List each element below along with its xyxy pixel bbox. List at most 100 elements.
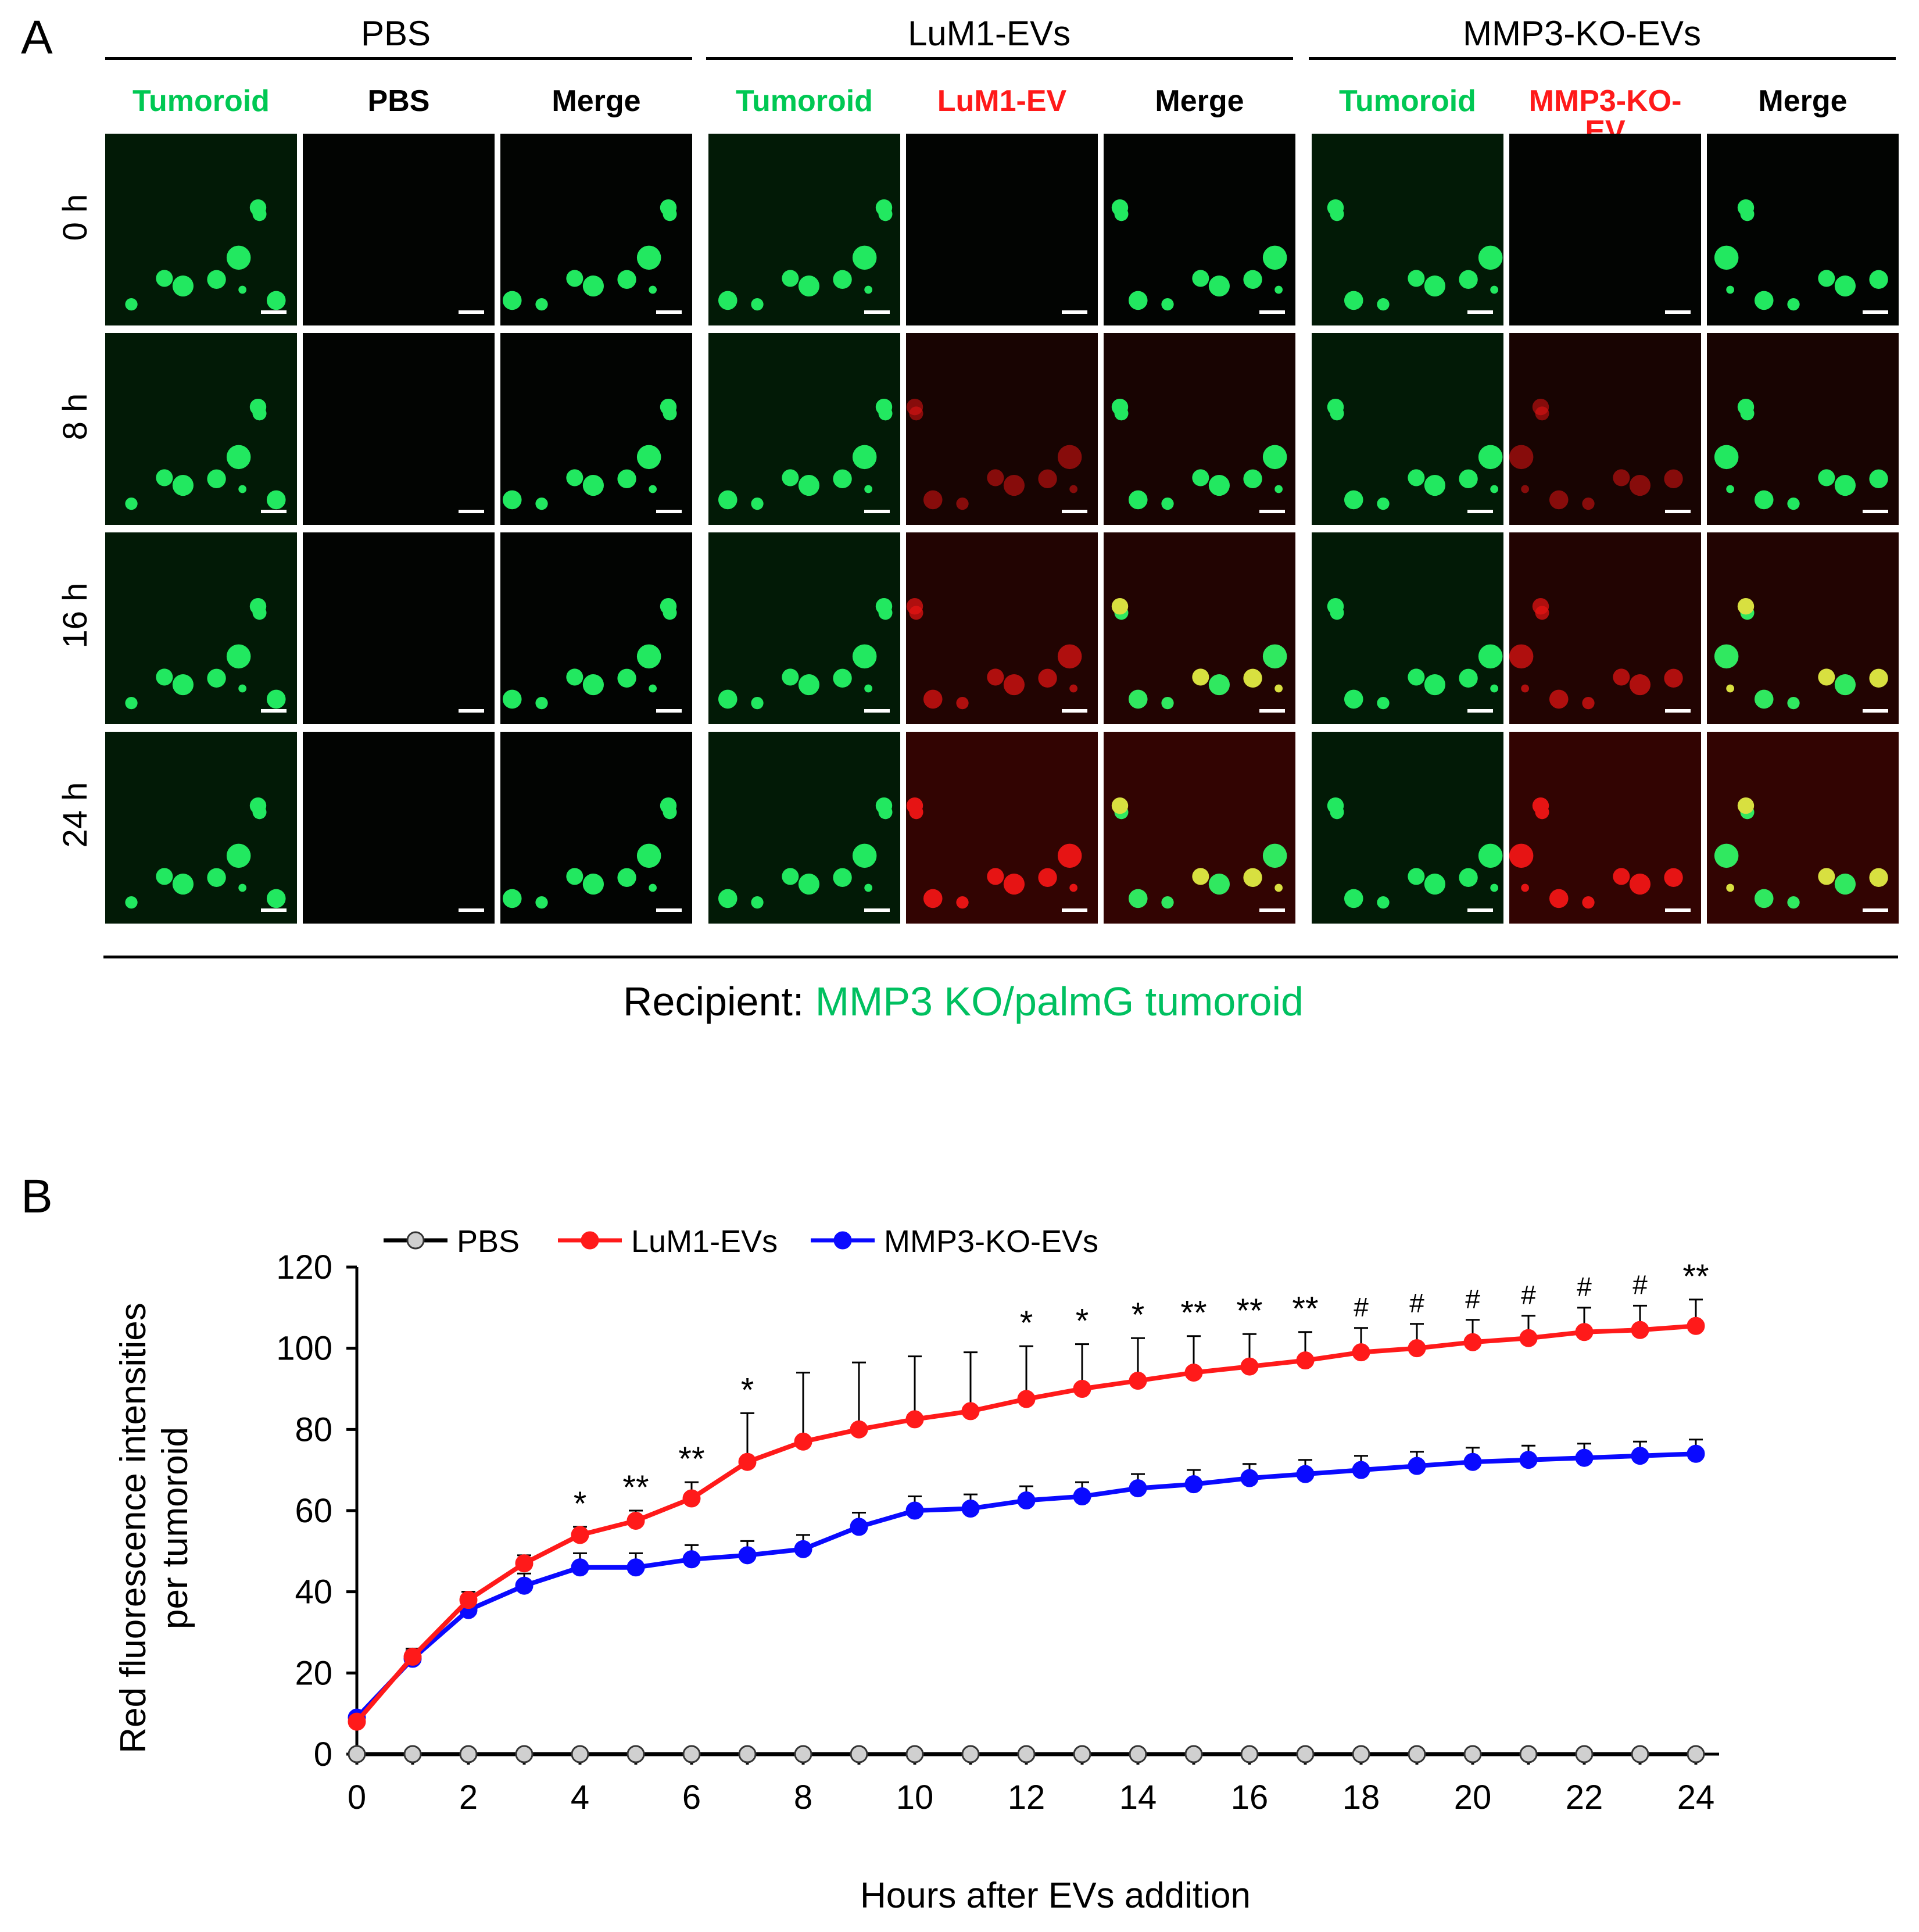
data-point: [1240, 1745, 1259, 1763]
microscopy-tile: [708, 134, 900, 325]
microscopy-tile: [303, 134, 495, 325]
scale-bar: [864, 510, 890, 513]
microscopy-tile: [1707, 732, 1899, 924]
data-point: [1687, 1745, 1705, 1763]
x-tick-label: 24: [1677, 1779, 1715, 1816]
scale-bar: [261, 310, 287, 314]
significance-marker: #: [1409, 1288, 1424, 1318]
scale-bar: [1259, 510, 1285, 513]
data-point: [1687, 1444, 1705, 1463]
data-point: [515, 1554, 534, 1573]
y-tick-label: 20: [295, 1654, 332, 1692]
data-point: [1184, 1475, 1203, 1494]
column-label-mmp3-ko-ev: MMP3-KO-EV: [1528, 84, 1682, 148]
recipient-name: MMP3 KO/palmG tumoroid: [815, 979, 1304, 1024]
data-point: [905, 1745, 924, 1763]
data-point: [403, 1647, 422, 1666]
scale-bar: [1259, 310, 1285, 314]
y-axis-title: Red fluorescence intensitiesper tumoroid: [113, 1303, 195, 1753]
legend-marker: [406, 1231, 425, 1250]
significance-marker: **: [1180, 1294, 1206, 1332]
data-point: [571, 1558, 589, 1577]
data-point: [1687, 1316, 1705, 1335]
scale-bar: [656, 510, 682, 513]
data-point: [905, 1501, 924, 1520]
microscopy-tile: [1104, 532, 1295, 724]
x-tick-label: 2: [459, 1779, 478, 1816]
scale-bar: [1467, 709, 1493, 713]
data-point: [1463, 1333, 1482, 1351]
data-point: [1073, 1380, 1091, 1398]
microscopy-tile: [1707, 333, 1899, 525]
x-tick-label: 6: [682, 1779, 701, 1816]
microscopy-tile: [1509, 134, 1701, 325]
data-point: [1631, 1447, 1649, 1465]
significance-marker: *: [741, 1371, 754, 1409]
scale-bar: [1062, 310, 1087, 314]
data-point: [794, 1432, 812, 1451]
scale-bar: [261, 709, 287, 713]
microscopy-tile: [1312, 532, 1503, 724]
microscopy-tile: [500, 532, 692, 724]
scale-bar: [656, 310, 682, 314]
scale-bar: [459, 908, 484, 912]
data-point: [459, 1745, 478, 1763]
significance-marker: *: [574, 1485, 587, 1523]
significance-marker: *: [1132, 1296, 1145, 1334]
microscopy-tile: [303, 532, 495, 724]
data-point: [626, 1745, 645, 1763]
data-point: [515, 1576, 534, 1595]
scale-bar: [261, 908, 287, 912]
y-tick-label: 120: [276, 1248, 332, 1286]
microscopy-tile: [1509, 333, 1701, 525]
y-tick-label: 100: [276, 1330, 332, 1368]
scale-bar: [1665, 709, 1691, 713]
row-label-0h: 0 h: [56, 194, 94, 241]
group-underline-lum1-evs: [706, 57, 1293, 60]
significance-marker: **: [1292, 1290, 1318, 1328]
scale-bar: [1259, 908, 1285, 912]
significance-marker: **: [678, 1440, 704, 1478]
data-point: [626, 1511, 645, 1530]
scale-bar: [1062, 908, 1087, 912]
scale-bar: [1665, 510, 1691, 513]
data-point: [961, 1500, 980, 1518]
data-point: [1408, 1745, 1426, 1763]
data-point: [850, 1518, 868, 1536]
scale-bar: [1863, 510, 1888, 513]
data-point: [1240, 1357, 1259, 1376]
data-point: [1408, 1339, 1426, 1358]
microscopy-tile: [1312, 732, 1503, 924]
data-point: [1240, 1469, 1259, 1487]
data-point: [1352, 1745, 1370, 1763]
microscopy-tile: [303, 732, 495, 924]
data-point: [1519, 1451, 1538, 1469]
microscopy-tile: [303, 333, 495, 525]
data-point: [1352, 1461, 1370, 1479]
data-point: [1408, 1457, 1426, 1475]
microscopy-tile: [1509, 532, 1701, 724]
x-tick-label: 0: [348, 1779, 366, 1816]
x-tick-label: 18: [1342, 1779, 1380, 1816]
data-point: [348, 1712, 366, 1731]
data-point: [1073, 1487, 1091, 1506]
microscopy-tile: [906, 732, 1098, 924]
data-point: [1017, 1390, 1036, 1408]
x-tick-label: 20: [1454, 1779, 1492, 1816]
x-tick-label: 8: [794, 1779, 812, 1816]
y-tick-label: 0: [314, 1736, 332, 1773]
row-label-16h: 16 h: [56, 582, 94, 649]
x-tick-label: 22: [1566, 1779, 1603, 1816]
x-tick-label: 4: [571, 1779, 589, 1816]
group-underline-mmp3-ko-evs: [1309, 57, 1896, 60]
legend-label-pbs: PBS: [457, 1224, 520, 1259]
data-point: [1575, 1448, 1594, 1467]
x-tick-label: 12: [1008, 1779, 1046, 1816]
microscopy-tile: [500, 134, 692, 325]
microscopy-tile: [105, 333, 297, 525]
y-tick-label: 60: [295, 1492, 332, 1530]
data-point: [515, 1745, 534, 1763]
microscopy-tile: [1104, 134, 1295, 325]
data-point: [1184, 1745, 1203, 1763]
data-point: [794, 1540, 812, 1558]
